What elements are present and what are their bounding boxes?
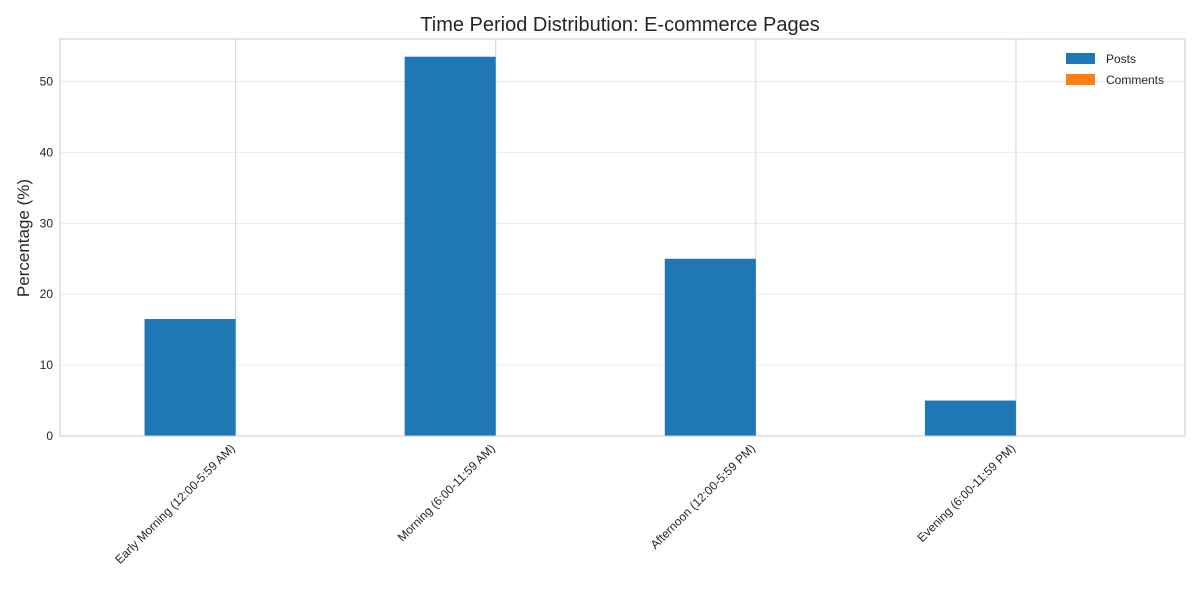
legend-label-posts: Posts	[1106, 52, 1136, 66]
legend-swatch-posts	[1066, 53, 1095, 64]
legend-swatch-comments	[1066, 74, 1095, 85]
legend-label-comments: Comments	[1106, 73, 1164, 87]
chart-title: Time Period Distribution: E-commerce Pag…	[420, 14, 819, 36]
y-tick-label: 20	[40, 287, 54, 301]
posts-bar	[145, 319, 236, 436]
bars-layer	[145, 57, 1016, 436]
posts-bar	[665, 259, 756, 436]
x-tick-label: Afternoon (12:00-5:59 PM)	[648, 441, 758, 551]
x-tick-label: Evening (6:00-11:59 PM)	[914, 441, 1018, 545]
x-tick-label: Morning (6:00-11:59 AM)	[395, 441, 498, 544]
y-tick-label: 50	[40, 75, 54, 89]
y-tick-label: 0	[46, 429, 53, 443]
x-tick-label: Early Morning (12:00-5:59 AM)	[112, 441, 237, 566]
posts-bar	[405, 57, 496, 436]
y-tick-label: 40	[40, 145, 54, 159]
y-tick-label: 30	[40, 216, 54, 230]
axis-layer: 0 10 20 30 40 50 Early Morning (12:00-5:59 AM)…	[40, 39, 1185, 567]
y-tick-label: 10	[40, 358, 54, 372]
y-axis-label: Percentage (%)	[14, 179, 33, 297]
legend: Posts Comments	[1066, 52, 1164, 87]
posts-bar	[925, 401, 1016, 436]
